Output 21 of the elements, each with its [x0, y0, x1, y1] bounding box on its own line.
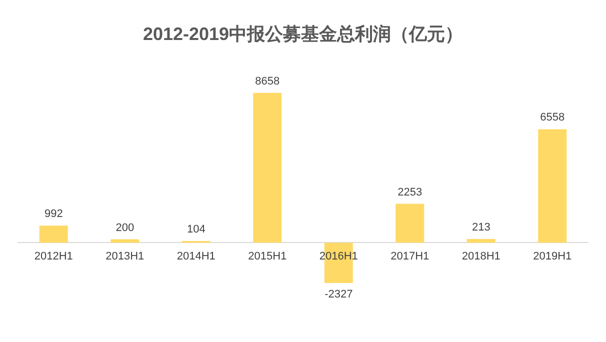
x-tick-label: 2017H1 [390, 250, 430, 262]
x-tick-label: 2012H1 [34, 250, 73, 262]
data-label: 8658 [255, 75, 280, 88]
data-label: 200 [116, 222, 134, 234]
data-label: 6558 [540, 112, 565, 124]
bar [253, 92, 282, 243]
bar [396, 204, 424, 243]
bar [466, 239, 496, 243]
data-label: 213 [472, 222, 490, 234]
bar [538, 129, 567, 243]
x-tick-label: 2013H1 [106, 250, 144, 262]
data-label: 2253 [398, 186, 422, 198]
data-label: 992 [44, 208, 63, 220]
x-tick-label: 2018H1 [462, 250, 500, 262]
data-label: 104 [186, 223, 206, 236]
x-tick-label: 2014H1 [176, 250, 216, 262]
x-tick-label: 2015H1 [248, 250, 287, 262]
chart-title: 2012-2019中报公募基金总利润（亿元） [142, 24, 464, 44]
x-tick-label: 2019H1 [533, 250, 572, 262]
data-label: -2327 [324, 288, 353, 301]
bar [39, 226, 68, 243]
